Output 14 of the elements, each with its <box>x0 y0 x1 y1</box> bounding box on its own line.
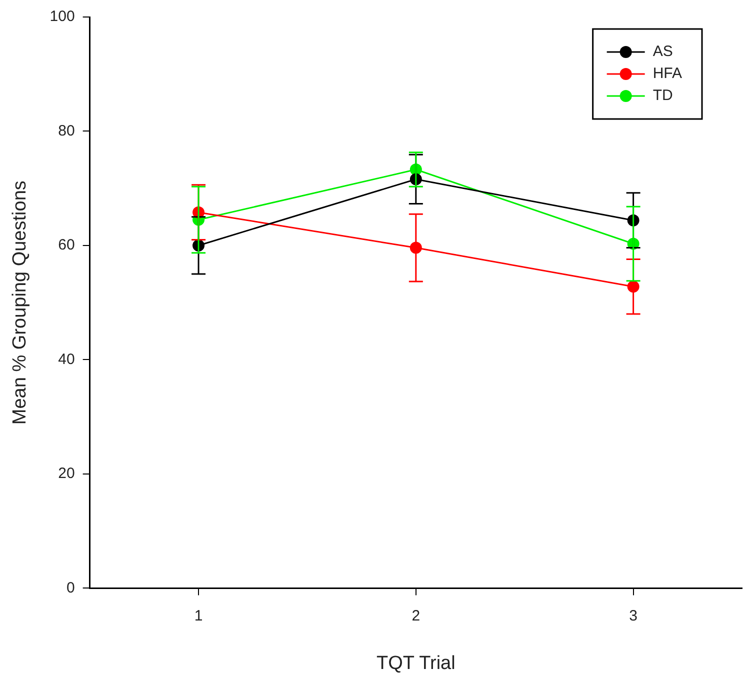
y-tick-label: 0 <box>66 579 75 596</box>
legend-label: TD <box>652 87 673 104</box>
x-tick-label: 2 <box>412 607 420 624</box>
y-tick-label: 20 <box>58 465 75 482</box>
y-axis-title: Mean % Grouping Questions <box>10 180 31 425</box>
y-tick-label: 80 <box>58 122 75 140</box>
y-tick-label: 60 <box>58 236 75 254</box>
legend-label: HFA <box>652 65 682 82</box>
x-tick-label: 1 <box>194 607 203 624</box>
legend-label: AS <box>652 43 673 60</box>
x-tick-label: 3 <box>629 607 638 624</box>
x-axis-title: TQT Trial <box>376 652 456 674</box>
y-tick-label: 100 <box>50 8 75 26</box>
y-tick-label: 40 <box>58 350 75 368</box>
